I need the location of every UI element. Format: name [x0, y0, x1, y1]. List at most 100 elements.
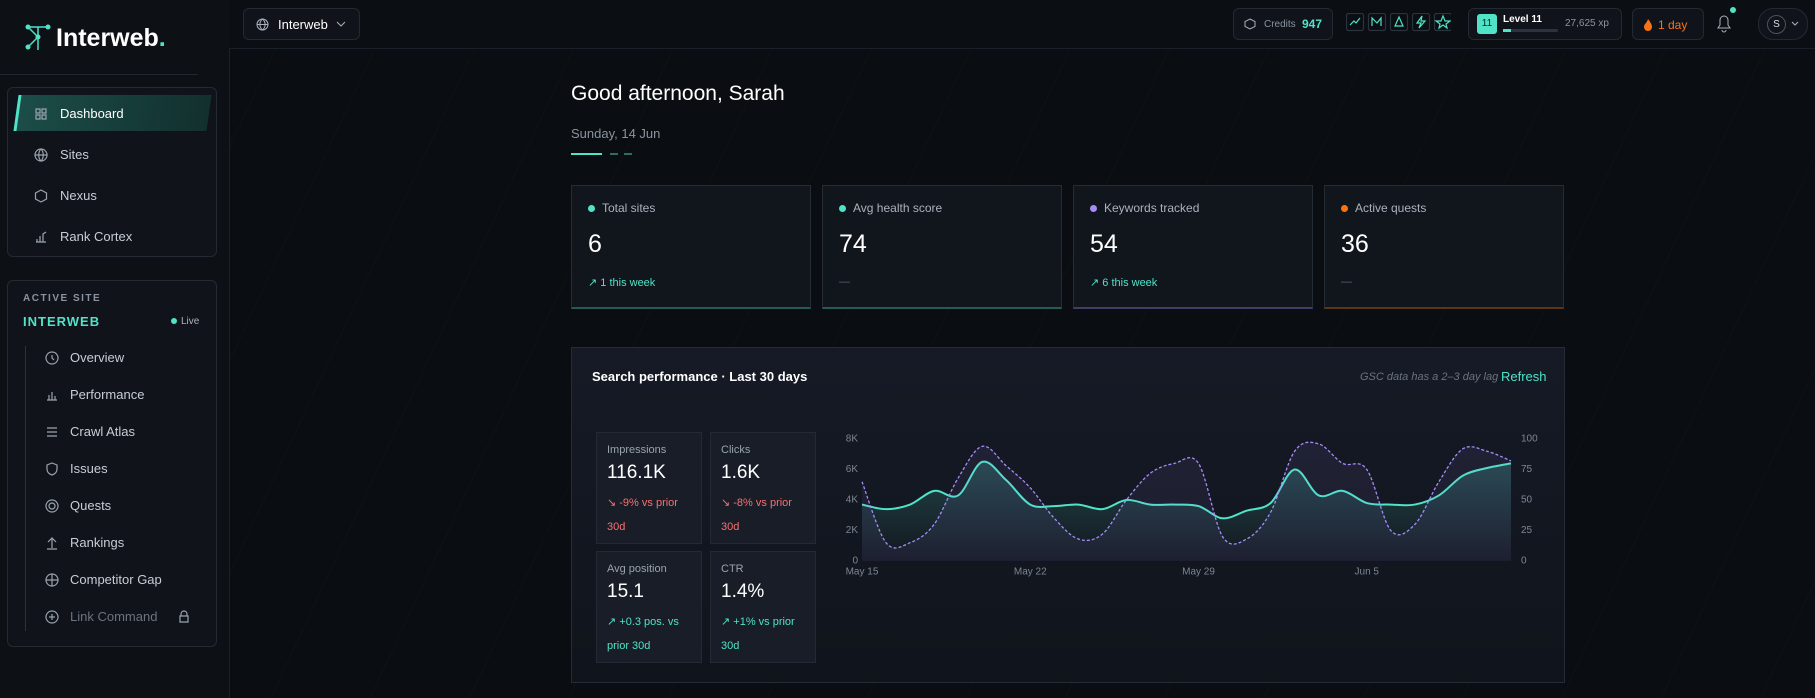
stat-label: Avg health score — [839, 201, 942, 215]
brand-name: Interweb — [56, 24, 159, 52]
y-tick-label: 0 — [852, 556, 858, 567]
level-badge: 11 — [1477, 14, 1497, 34]
icon — [45, 610, 59, 624]
metric-delta: ↗ +0.3 pos. vs prior 30d — [607, 616, 679, 652]
panel-title: Search performance · Last 30 days — [592, 369, 808, 384]
brand: Interweb. — [56, 24, 166, 53]
series-line — [861, 441, 1512, 549]
icon — [46, 462, 58, 476]
site-nav-item[interactable]: Quests — [70, 498, 112, 513]
metric-label: CTR — [721, 563, 744, 575]
metric-card: Impressions 116.1K ↘ -9% vs prior 30d — [596, 432, 702, 544]
metric-label: Clicks — [721, 444, 751, 456]
stat-value: 36 — [1341, 230, 1369, 258]
stat-value: 54 — [1090, 230, 1118, 258]
site-nav-item[interactable]: Issues — [70, 461, 108, 476]
brand-dot: . — [158, 24, 166, 52]
badge-icons — [1345, 12, 1453, 32]
avatar-menu[interactable]: S — [1758, 8, 1808, 40]
metric-value: 1.4% — [721, 581, 765, 602]
metric-card: Avg position 15.1 ↗ +0.3 pos. vs prior 30d — [596, 551, 702, 663]
stat-delta: — — [1341, 276, 1352, 288]
xp: 27,625 xp — [1565, 18, 1609, 29]
logo-icon — [25, 24, 51, 50]
stat-card: Total sites 6 ↗ 1 this week — [571, 185, 811, 309]
metric-delta: ↘ -9% vs prior 30d — [607, 497, 678, 533]
badges — [1345, 12, 1453, 33]
nav-panel: Dashboard Sites Nexus Rank Cortex — [7, 87, 217, 257]
metric-label: Avg position — [607, 563, 667, 575]
credits[interactable]: Credits 947 — [1233, 8, 1333, 40]
site-nav-item[interactable]: Overview — [70, 350, 125, 365]
active-site-heading: ACTIVE SITE — [23, 293, 102, 304]
site-nav-item[interactable]: Link Command — [70, 609, 158, 624]
stat-delta: ↗ 6 this week — [1090, 277, 1158, 289]
avatar-chevron — [1791, 21, 1799, 26]
impressions-area — [862, 461, 1511, 561]
site-nav-item[interactable]: Competitor Gap — [70, 572, 162, 587]
refresh-button[interactable]: Refresh — [1501, 369, 1547, 384]
y2-tick-label: 100 — [1521, 434, 1538, 445]
chevron — [336, 21, 346, 27]
nav-item[interactable]: Rank Cortex — [60, 229, 133, 244]
tree-line — [25, 346, 26, 631]
metric-delta: ↘ -8% vs prior 30d — [721, 497, 792, 533]
metric-value: 1.6K — [721, 462, 761, 483]
icon — [36, 231, 47, 243]
site-name: Interweb — [278, 17, 328, 32]
stat-label-text: Active quests — [1355, 201, 1427, 215]
divider — [0, 74, 198, 75]
line-chart: 0 2K 4K 6K 8K 0 25 50 75 100 May 15 May 22 May 29 Jun… — [846, 434, 1539, 578]
series-line — [861, 460, 1512, 520]
streak[interactable]: 1 day — [1632, 8, 1704, 40]
icon — [45, 499, 59, 513]
stat-label-text: Total sites — [602, 201, 656, 215]
y-tick-label: 8K — [846, 434, 859, 445]
active-site-name: INTERWEB — [23, 314, 101, 329]
stat-label-text: Avg health score — [853, 201, 943, 215]
stat-card: Avg health score 74 — — [822, 185, 1062, 309]
site-nav-item[interactable]: Crawl Atlas — [70, 424, 136, 439]
icon — [45, 351, 59, 365]
avatar: S — [1767, 15, 1786, 34]
y2-tick-label: 25 — [1521, 525, 1533, 536]
level-label: Level 11 — [1503, 14, 1542, 25]
y2-tick-label: 0 — [1521, 556, 1527, 567]
date: Sunday, 14 Jun — [571, 126, 661, 141]
x-tick-label: May 22 — [1014, 567, 1047, 578]
metric-card: Clicks 1.6K ↘ -8% vs prior 30d — [710, 432, 816, 544]
level[interactable]: 11 Level 11 27,625 xp — [1468, 8, 1622, 40]
icon — [35, 108, 47, 120]
credits-label: Credits — [1264, 19, 1296, 30]
y2-tick-label: 75 — [1521, 464, 1533, 475]
greeting: Good afternoon, Sarah — [571, 82, 785, 105]
stat-delta: — — [839, 276, 850, 288]
xp-bar — [1503, 29, 1558, 32]
icon — [34, 148, 48, 162]
accent-line — [571, 153, 602, 155]
y-tick-label: 4K — [846, 495, 859, 506]
live-label: Live — [181, 316, 200, 327]
x-tick-label: May 15 — [846, 567, 879, 578]
stat-value: 74 — [839, 230, 867, 258]
x-tick-label: May 29 — [1182, 567, 1215, 578]
nav-item[interactable]: Nexus — [60, 188, 97, 203]
accent-line — [624, 153, 632, 155]
site-selector[interactable]: Interweb — [243, 8, 360, 40]
icon — [47, 392, 57, 401]
panel-note: GSC data has a 2–3 day lag — [1360, 371, 1499, 383]
site-nav-item[interactable]: Rankings — [70, 535, 125, 550]
x-tick-label: Jun 5 — [1355, 567, 1380, 578]
metric-card: CTR 1.4% ↗ +1% vs prior 30d — [710, 551, 816, 663]
bell[interactable] — [1712, 6, 1736, 40]
site-nav-item[interactable]: Performance — [70, 387, 145, 402]
nav-item[interactable]: Sites — [60, 147, 89, 162]
streak-label: 1 day — [1658, 18, 1688, 32]
y2-tick-label: 50 — [1521, 495, 1533, 506]
live-status: Live — [171, 316, 199, 327]
icon — [47, 427, 57, 437]
nav-item[interactable]: Dashboard — [60, 106, 124, 121]
metric-value: 15.1 — [607, 581, 644, 602]
sidebar: Interweb. Dashboard Sites Nexus Rank Cortex… — [0, 0, 230, 698]
